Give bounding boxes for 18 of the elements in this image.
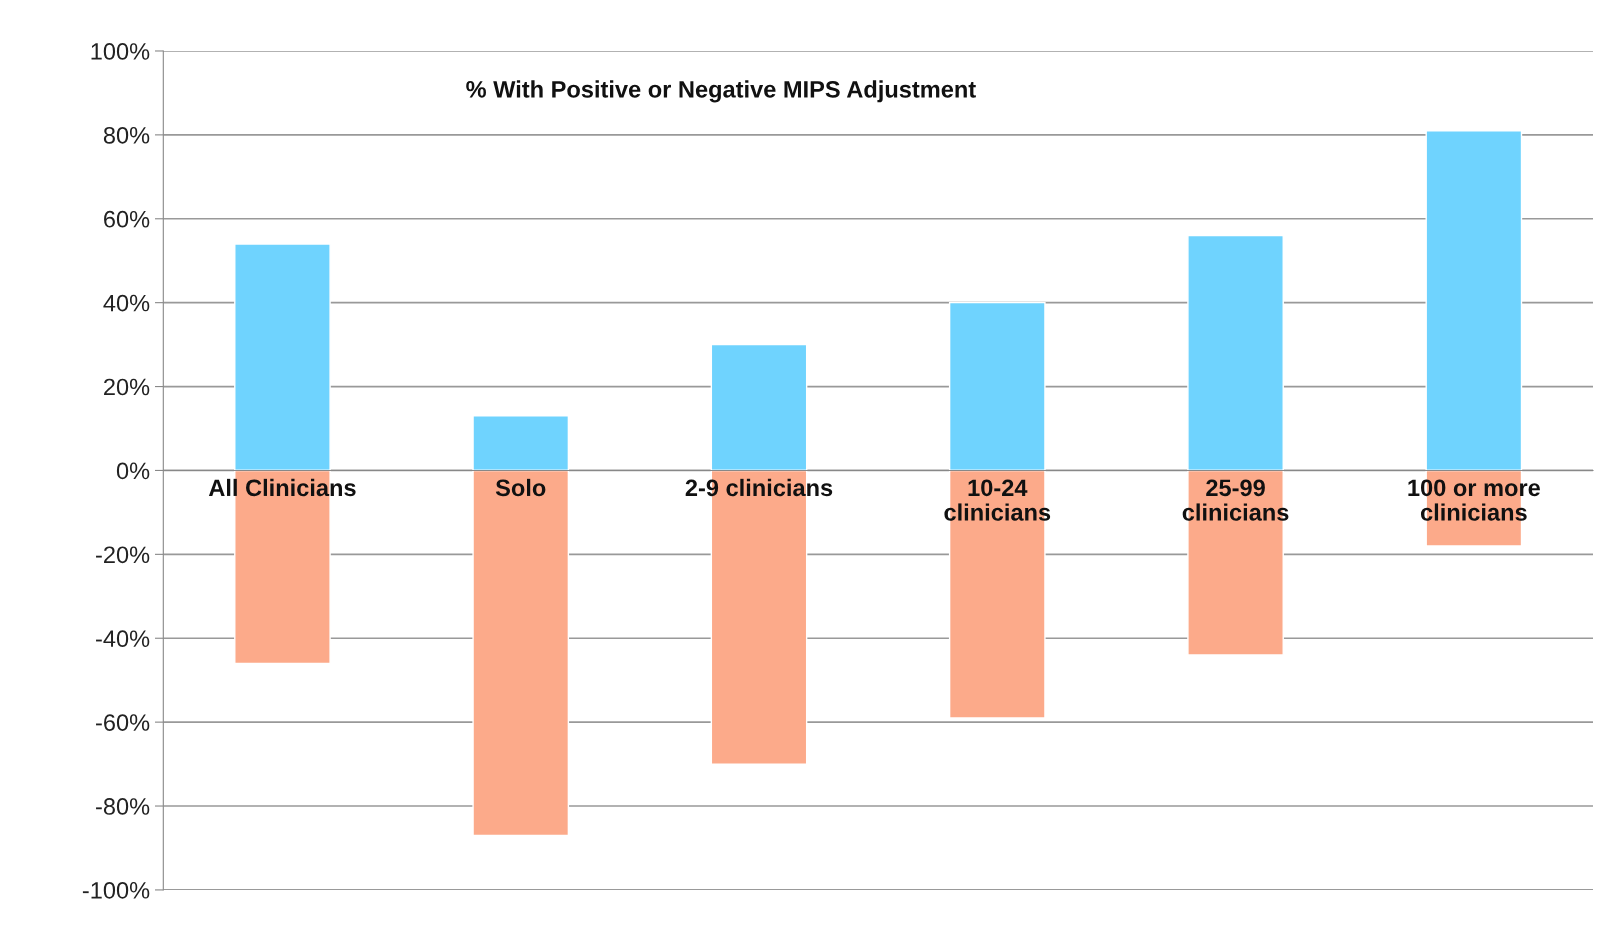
y-tick-label: 100% (91, 43, 150, 60)
x-tick-label: 100 or more clinicians (1408, 479, 1540, 521)
y-tick-label: -60% (96, 714, 150, 731)
y-tick-label: 20% (104, 378, 150, 396)
y-tick-label: -40% (96, 630, 150, 648)
x-tick-label: 25-99 clinicians (1182, 479, 1289, 521)
text: % With Positive or Negative MIPS Adjustment (466, 80, 976, 103)
x-tick-label: All Clinicians (208, 478, 356, 497)
x-tick-label: Solo (495, 478, 546, 497)
y-tick-label: -20% (96, 546, 150, 564)
y-tick-label: -80% (96, 798, 150, 815)
y-tick-label: 0% (116, 462, 150, 480)
y-tick-label: 80% (103, 126, 150, 144)
y-tick-label: 60% (104, 210, 150, 228)
y-tick-label: -100% (82, 881, 150, 899)
x-tick-label: 2-9 clinicians (685, 478, 833, 497)
y-tick-label: 40% (103, 294, 150, 312)
x-tick-label: 10-24 clinicians (944, 479, 1051, 521)
